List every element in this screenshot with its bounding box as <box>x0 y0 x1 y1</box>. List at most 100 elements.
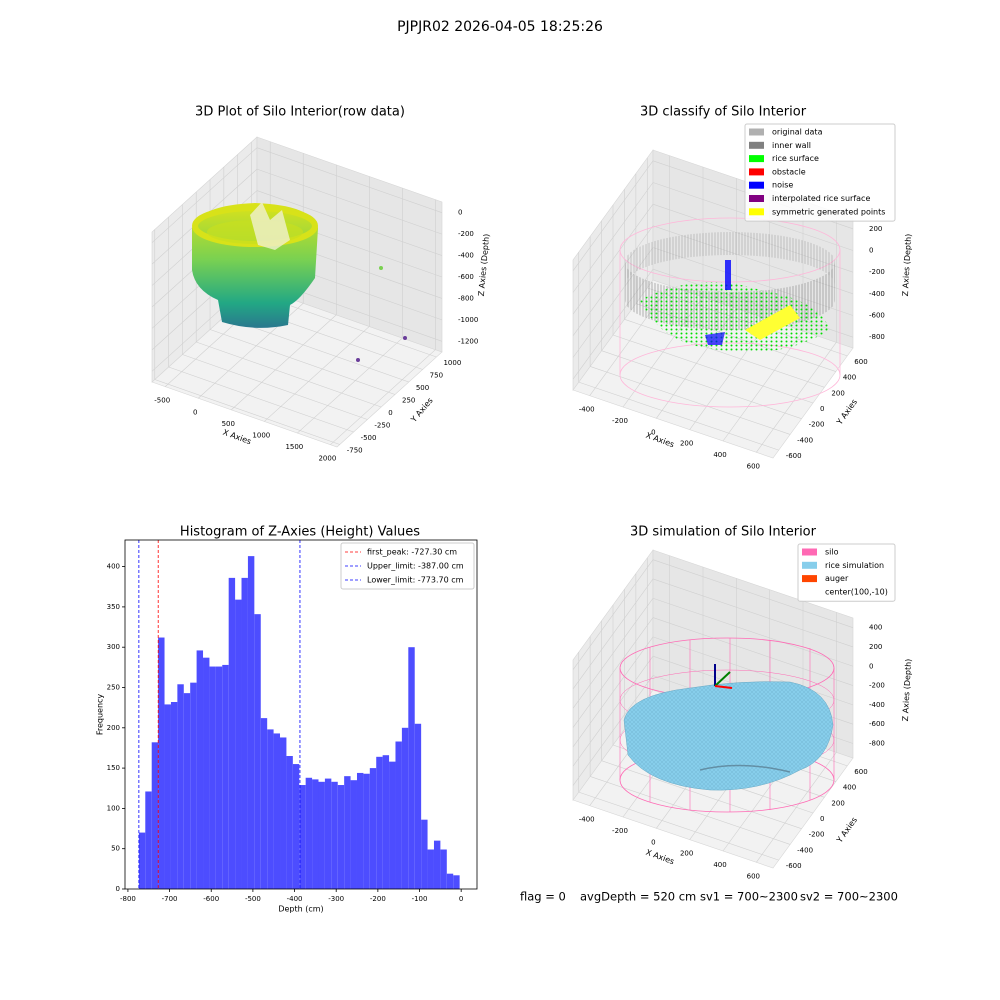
bar <box>382 755 390 889</box>
bar <box>356 772 364 889</box>
x-tick-label: -100 <box>412 895 428 903</box>
tick-label: -600 <box>458 273 474 281</box>
y-axis-label: Frequency <box>96 694 105 736</box>
y-grid-line <box>578 791 779 861</box>
simulation-surface <box>619 637 835 813</box>
legend-label: center(100,-10) <box>825 587 888 596</box>
z-grid-line <box>572 617 654 728</box>
y-grid-line <box>601 760 802 829</box>
tick-label: -250 <box>374 422 390 430</box>
tick-label: -400 <box>458 252 474 260</box>
legend-swatch <box>802 575 817 583</box>
chart-title: 3D Plot of Silo Interior(row data) <box>195 105 405 120</box>
tick-label: 1000 <box>443 359 461 367</box>
tick-label: -400 <box>797 436 813 444</box>
tick-label: 400 <box>843 374 856 382</box>
tick-label: 400 <box>713 451 726 459</box>
bar <box>247 556 255 889</box>
y-tick-label: 50 <box>111 845 120 853</box>
z-grid-line <box>652 559 854 628</box>
legend-label: noise <box>772 181 793 190</box>
axis-label: X Axies <box>645 431 676 450</box>
bar <box>183 693 191 889</box>
y-tick-label: 300 <box>107 643 120 651</box>
bar <box>158 637 165 889</box>
y-grid-line <box>590 366 791 435</box>
bar <box>170 702 178 889</box>
bar <box>376 756 383 889</box>
bar <box>369 768 377 889</box>
bar <box>273 733 281 889</box>
z-grid-line <box>652 578 854 648</box>
tick-label: 600 <box>747 462 760 470</box>
legend-swatch <box>802 548 817 556</box>
tick-label: -1200 <box>458 337 478 345</box>
y-tick-label: 350 <box>107 603 120 611</box>
tick-label: 400 <box>843 784 856 792</box>
tick-label: -200 <box>869 682 885 690</box>
footer-flag: flag = 0 <box>520 890 566 904</box>
bar <box>305 777 313 889</box>
z-grid-line <box>151 147 258 243</box>
tick-label: 2000 <box>318 455 336 463</box>
tick-label: -200 <box>809 421 825 429</box>
z-grid-line <box>652 597 854 667</box>
legend-swatch <box>749 181 764 189</box>
bar <box>177 684 184 889</box>
z-grid-line <box>572 636 654 748</box>
bar <box>299 785 306 889</box>
footer-sv1: sv1 = 700~2300 <box>700 890 798 904</box>
tick-label: -500 <box>154 397 170 405</box>
y-tick-label: 0 <box>116 885 120 893</box>
legend-label: original data <box>772 128 823 137</box>
tick-label: 250 <box>402 397 415 405</box>
bar <box>401 727 409 889</box>
z-grid-line <box>572 578 654 690</box>
tick-label: 0 <box>651 428 655 436</box>
tick-label: 0 <box>193 408 197 416</box>
y-tick-label: 100 <box>107 804 120 812</box>
tick-label: 400 <box>869 624 882 632</box>
tick-label: 200 <box>680 850 693 858</box>
bar <box>254 614 261 889</box>
tick-label: 200 <box>831 799 844 807</box>
tick-label: -400 <box>579 816 595 824</box>
tick-label: -750 <box>347 447 363 455</box>
legend-label: first_peak: -727.30 cm <box>367 548 457 557</box>
bar <box>324 778 332 889</box>
tick-label: 200 <box>680 440 693 448</box>
bar <box>241 577 248 889</box>
legend-box <box>797 543 896 602</box>
bar <box>138 832 146 889</box>
legend-swatch <box>749 168 764 176</box>
tick-label: 750 <box>430 372 443 380</box>
tick-label: 0 <box>869 662 873 670</box>
bar <box>151 742 159 889</box>
bar <box>337 785 345 889</box>
bar <box>280 737 287 889</box>
x-tick-label: -200 <box>370 895 386 903</box>
bar <box>228 577 236 889</box>
bar <box>292 764 300 889</box>
axis-label: Y Axies <box>834 816 859 846</box>
tick-label: 0 <box>869 247 873 255</box>
tick-label: 600 <box>854 768 867 776</box>
legend-label: symmetric generated points <box>772 207 885 216</box>
z-grid-line <box>572 675 654 786</box>
axis-label: Y Axies <box>834 398 859 428</box>
x-tick-label: -600 <box>203 895 219 903</box>
tick-label: -600 <box>786 862 802 870</box>
x-grid-line <box>297 337 403 434</box>
figure-title: PJPJR02 2026-04-05 18:25:26 <box>397 19 603 35</box>
footer-depth: avgDepth = 520 cm <box>580 890 696 904</box>
tick-label: 0 <box>388 409 392 417</box>
bar <box>389 761 396 889</box>
y-grid-line <box>168 366 354 433</box>
legend-label: auger <box>825 574 849 583</box>
bar <box>235 599 242 889</box>
bar <box>453 875 460 889</box>
tick-label: -200 <box>869 268 885 276</box>
tick-label: -200 <box>612 417 628 425</box>
tick-label: 0 <box>458 209 462 217</box>
